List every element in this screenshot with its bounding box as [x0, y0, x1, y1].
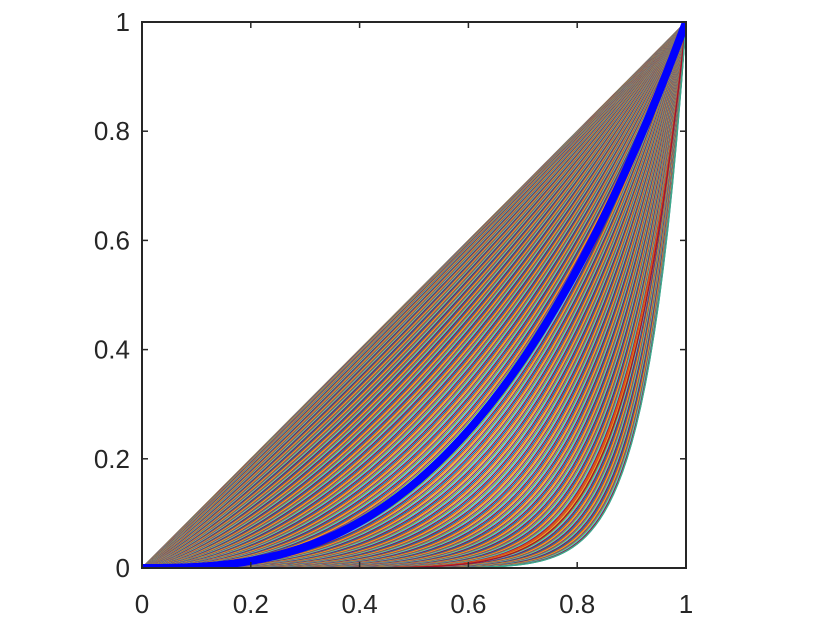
curve-line [142, 22, 686, 568]
x-tick-label: 0.2 [233, 589, 269, 619]
x-tick-label: 1 [679, 589, 693, 619]
x-tick-label: 0 [135, 589, 149, 619]
curve-line [142, 22, 686, 568]
curve-line [142, 22, 686, 568]
y-tick-label: 0 [116, 553, 130, 583]
curve-line [142, 22, 686, 568]
curve-line [142, 22, 686, 568]
x-tick-label: 0.8 [559, 589, 595, 619]
y-tick-labels: 0 0.2 0.4 0.6 0.8 1 [94, 7, 130, 583]
y-tick-label: 0.4 [94, 335, 130, 365]
x-tick-labels: 0 0.2 0.4 0.6 0.8 1 [135, 589, 693, 619]
highlight-curve-group [142, 22, 686, 568]
axes-box [141, 21, 687, 569]
y-tick-label: 0.8 [94, 116, 130, 146]
tick-marks [141, 21, 687, 569]
curve-line [142, 22, 686, 568]
curve-line [142, 22, 686, 568]
y-tick-label: 0.2 [94, 444, 130, 474]
x-tick-label: 0.6 [450, 589, 486, 619]
x-tick-label: 0.4 [342, 589, 378, 619]
highlight-curve-line [142, 22, 686, 568]
curve-line [142, 22, 686, 568]
y-tick-label: 1 [116, 7, 130, 37]
y-tick-label: 0.6 [94, 225, 130, 255]
curve-group [142, 22, 686, 568]
